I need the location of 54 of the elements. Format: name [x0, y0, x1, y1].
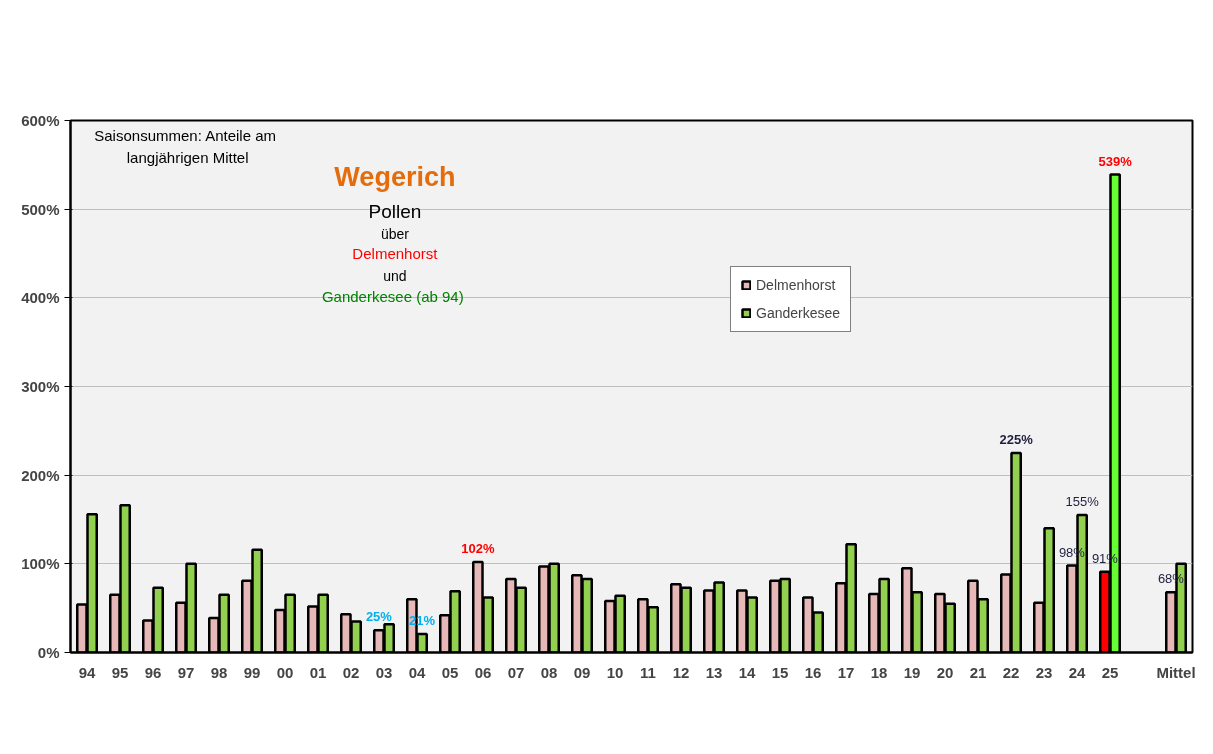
x-tick-label: 22 [1002, 663, 1020, 681]
y-tick-label: 0% [37, 644, 60, 661]
x-tick-label: 24 [1068, 663, 1086, 681]
x-tick-label: 08 [540, 663, 558, 681]
x-tick-label: 98 [210, 663, 228, 681]
x-tick-label: 94 [78, 663, 96, 681]
x-tick-label: 11 [640, 663, 656, 681]
data-label: 25% [365, 609, 393, 625]
x-tick-label: 21 [969, 663, 987, 681]
x-tick-label: 25 [1101, 663, 1119, 681]
x-tick-label: 17 [837, 663, 855, 681]
legend-label: Delmenhorst [756, 277, 836, 293]
y-tick-label: 100% [21, 555, 60, 573]
x-tick-label: 95 [111, 663, 129, 681]
x-tick-label: 12 [672, 663, 690, 681]
y-tick-label: 500% [21, 200, 60, 218]
x-tick-label: 05 [441, 663, 459, 681]
x-tick-label: 96 [144, 663, 162, 681]
legend-label: Ganderkesee [756, 305, 841, 321]
x-tick-label: 97 [177, 663, 195, 681]
data-label: 225% [999, 432, 1034, 447]
x-tick-label: 02 [342, 663, 360, 681]
annotation: Ganderkesee (ab 94) [321, 287, 464, 305]
x-tick-label: Mittel [1156, 663, 1196, 681]
annotation: über [380, 225, 410, 242]
text: Pollen [368, 201, 422, 223]
data-label: 155% [1065, 494, 1100, 510]
x-tick-label: 03 [375, 663, 393, 681]
x-tick-label: 99 [243, 663, 261, 681]
x-tick-label: 10 [606, 663, 624, 681]
x-tick-label: 09 [573, 663, 591, 681]
x-tick-label: 14 [738, 663, 756, 681]
x-tick-label: 23 [1035, 663, 1053, 681]
x-tick-label: 13 [705, 663, 723, 681]
y-tick-label: 400% [21, 289, 60, 307]
annotation: Delmenhorst [352, 245, 439, 263]
annotation: Saisonsummen: Anteile am langjährigen Mittel [94, 126, 277, 166]
x-tick-label: 20 [936, 663, 954, 681]
y-tick-label: 200% [21, 466, 60, 484]
x-tick-label: 15 [771, 663, 789, 681]
x-tick-label: 07 [507, 663, 525, 681]
x-tick-label: 04 [408, 663, 426, 681]
data-label: 102% [461, 541, 495, 557]
x-tick-label: 06 [474, 663, 492, 681]
x-tick-label: 18 [870, 663, 888, 681]
x-tick-label: 01 [309, 663, 327, 681]
x-tick-label: 16 [804, 663, 822, 681]
text: Wegerich [334, 162, 456, 193]
y-tick-label: 300% [21, 378, 60, 395]
y-tick-label: 600% [21, 112, 60, 129]
annotation: und [383, 267, 407, 284]
x-tick-label: 00 [276, 663, 294, 681]
data-label: 539% [1098, 153, 1133, 169]
x-tick-label: 19 [903, 663, 921, 681]
